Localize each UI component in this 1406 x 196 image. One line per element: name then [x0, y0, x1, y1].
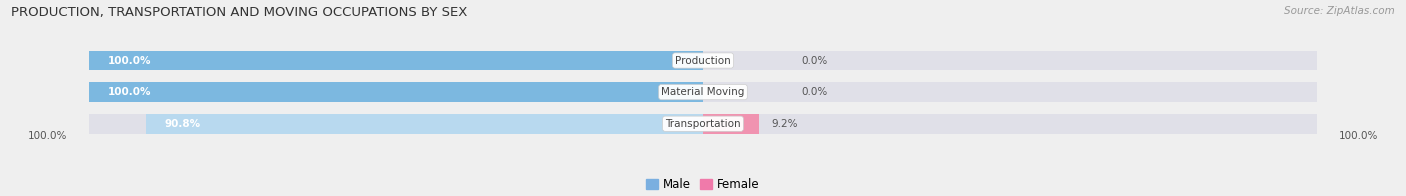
Text: PRODUCTION, TRANSPORTATION AND MOVING OCCUPATIONS BY SEX: PRODUCTION, TRANSPORTATION AND MOVING OC… [11, 6, 468, 19]
Bar [90, 51, 703, 70]
Bar [90, 82, 703, 102]
Text: Transportation: Transportation [665, 119, 741, 129]
Bar [703, 114, 1316, 133]
Text: 0.0%: 0.0% [801, 87, 827, 97]
Bar [90, 51, 703, 70]
Text: Material Moving: Material Moving [661, 87, 745, 97]
Text: 90.8%: 90.8% [165, 119, 201, 129]
Text: Source: ZipAtlas.com: Source: ZipAtlas.com [1284, 6, 1395, 16]
Bar [703, 114, 759, 133]
Text: 100.0%: 100.0% [28, 131, 67, 141]
Text: 0.0%: 0.0% [801, 55, 827, 65]
Text: Production: Production [675, 55, 731, 65]
Text: 9.2%: 9.2% [772, 119, 799, 129]
Bar [90, 82, 703, 102]
Legend: Male, Female: Male, Female [641, 173, 765, 196]
Text: 100.0%: 100.0% [108, 87, 152, 97]
Bar [90, 114, 703, 133]
Bar [703, 51, 1316, 70]
Text: 100.0%: 100.0% [108, 55, 152, 65]
Text: 100.0%: 100.0% [1339, 131, 1378, 141]
Bar [703, 82, 1316, 102]
Bar [146, 114, 703, 133]
